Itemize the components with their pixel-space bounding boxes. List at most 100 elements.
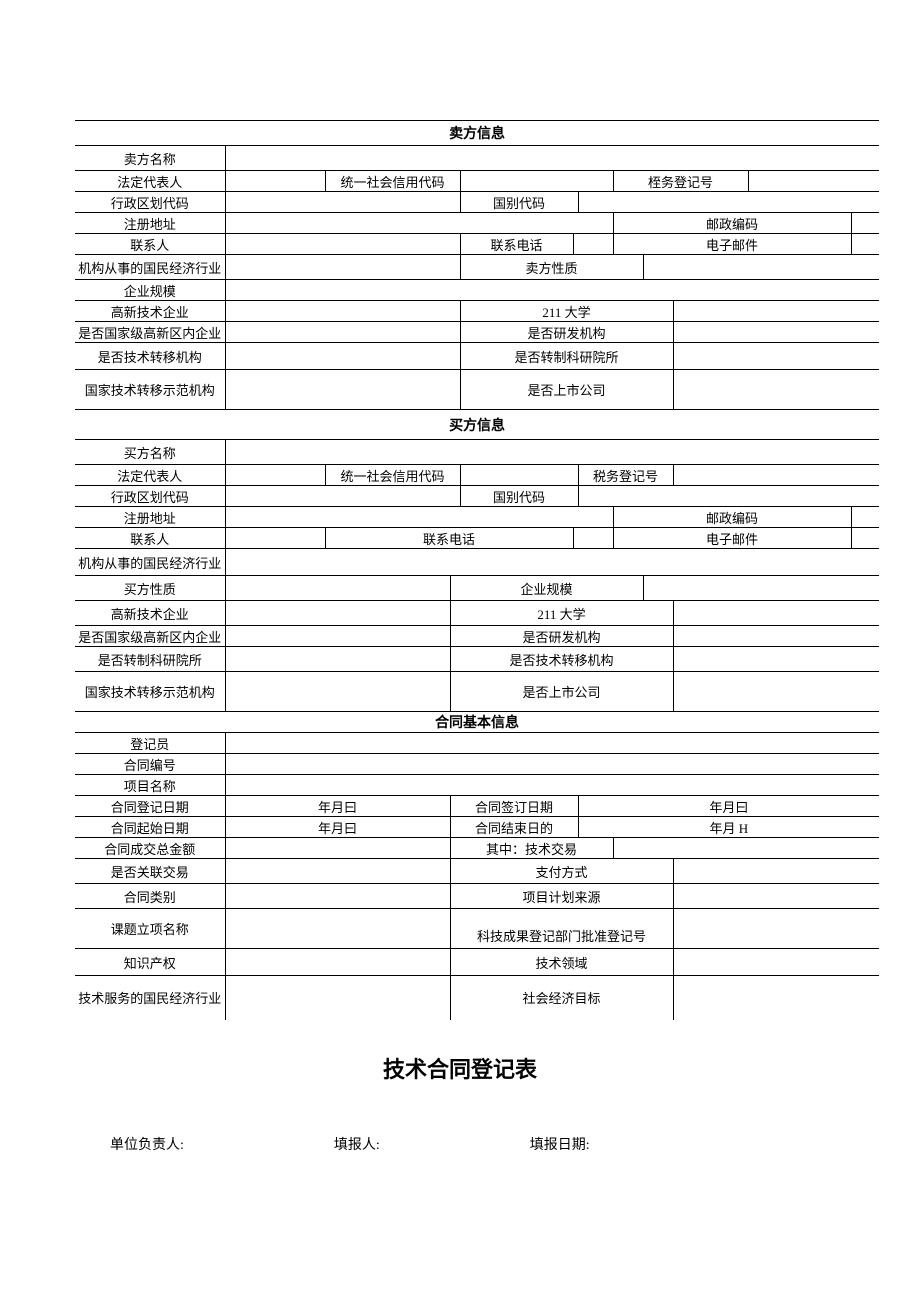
- buyer-size-label: 企业规模: [450, 576, 643, 601]
- seller-converted-inst-value[interactable]: [673, 343, 879, 370]
- buyer-contact-label: 联系人: [75, 528, 225, 549]
- topic-name-value[interactable]: [225, 909, 450, 949]
- buyer-email-value[interactable]: [851, 528, 879, 549]
- buyer-name-value[interactable]: [225, 440, 879, 465]
- buyer-tax-reg-value[interactable]: [673, 465, 879, 486]
- seller-contact-label: 联系人: [75, 234, 225, 255]
- seller-industry-value[interactable]: [225, 255, 460, 280]
- pay-method-value[interactable]: [673, 859, 879, 884]
- social-goal-value[interactable]: [673, 976, 879, 1020]
- seller-nature-label: 卖方性质: [460, 255, 643, 280]
- seller-zip-value[interactable]: [851, 213, 879, 234]
- buyer-legal-rep-value[interactable]: [225, 465, 325, 486]
- buyer-211-value[interactable]: [673, 601, 879, 626]
- buyer-national-demo-value[interactable]: [225, 672, 450, 712]
- project-name-value[interactable]: [225, 775, 879, 796]
- buyer-zip-value[interactable]: [851, 507, 879, 528]
- seller-tax-reg-value[interactable]: [748, 171, 879, 192]
- buyer-nature-value[interactable]: [225, 576, 450, 601]
- registrar-value[interactable]: [225, 733, 879, 754]
- seller-rd-org-value[interactable]: [673, 322, 879, 343]
- buyer-size-value[interactable]: [643, 576, 879, 601]
- start-date-value[interactable]: 年月曰: [225, 817, 450, 838]
- service-industry-value[interactable]: [225, 976, 450, 1020]
- buyer-industry-value[interactable]: [225, 549, 879, 576]
- seller-name-value[interactable]: [225, 146, 879, 171]
- approval-no-value[interactable]: [673, 909, 879, 949]
- related-party-value[interactable]: [225, 859, 450, 884]
- buyer-hitech-label: 高新技术企业: [75, 601, 225, 626]
- seller-national-demo-label: 国家技术转移示范机构: [75, 370, 225, 410]
- sign-date-value[interactable]: 年月曰: [578, 796, 879, 817]
- plan-source-value[interactable]: [673, 884, 879, 909]
- ip-label: 知识产权: [75, 949, 225, 976]
- seller-hitech-label: 高新技术企业: [75, 301, 225, 322]
- end-date-label: 合同结束日的: [450, 817, 578, 838]
- buyer-converted-inst-value[interactable]: [225, 647, 450, 672]
- start-date-label: 合同起始日期: [75, 817, 225, 838]
- contract-no-value[interactable]: [225, 754, 879, 775]
- seller-211-value[interactable]: [673, 301, 879, 322]
- seller-tech-transfer-value[interactable]: [225, 343, 460, 370]
- buyer-admin-code-label: 行政区划代码: [75, 486, 225, 507]
- buyer-hitech-zone-value[interactable]: [225, 626, 450, 647]
- buyer-email-label: 电子邮件: [613, 528, 851, 549]
- seller-admin-code-label: 行政区划代码: [75, 192, 225, 213]
- seller-reg-addr-value[interactable]: [225, 213, 613, 234]
- buyer-country-code-value[interactable]: [578, 486, 879, 507]
- seller-hitech-value[interactable]: [225, 301, 460, 322]
- buyer-rd-org-value[interactable]: [673, 626, 879, 647]
- seller-industry-label: 机构从事的国民经济行业: [75, 255, 225, 280]
- ip-value[interactable]: [225, 949, 450, 976]
- buyer-uscc-label: 统一社会信用代码: [325, 465, 460, 486]
- seller-legal-rep-value[interactable]: [225, 171, 325, 192]
- footer-filler: 填报人:: [334, 1134, 380, 1154]
- seller-admin-code-value[interactable]: [225, 192, 460, 213]
- topic-name-label: 课题立项名称: [75, 909, 225, 949]
- seller-listed-value[interactable]: [673, 370, 879, 410]
- registrar-label: 登记员: [75, 733, 225, 754]
- seller-phone-label: 联系电话: [460, 234, 573, 255]
- buyer-phone-label: 联系电话: [325, 528, 573, 549]
- form-table: 卖方信息 卖方名称 法定代表人 统一社会信用代码 桎务登记号 行政区划代码 国别…: [75, 120, 879, 1020]
- reg-date-value[interactable]: 年月曰: [225, 796, 450, 817]
- buyer-contact-value[interactable]: [225, 528, 325, 549]
- seller-name-label: 卖方名称: [75, 146, 225, 171]
- tech-field-value[interactable]: [673, 949, 879, 976]
- seller-uscc-value[interactable]: [460, 171, 613, 192]
- buyer-hitech-value[interactable]: [225, 601, 450, 626]
- seller-nature-value[interactable]: [643, 255, 879, 280]
- related-party-label: 是否关联交易: [75, 859, 225, 884]
- seller-legal-rep-label: 法定代表人: [75, 171, 225, 192]
- buyer-tech-transfer-value[interactable]: [673, 647, 879, 672]
- seller-national-demo-value[interactable]: [225, 370, 460, 410]
- seller-size-value[interactable]: [225, 280, 879, 301]
- seller-hitech-zone-value[interactable]: [225, 322, 460, 343]
- category-label: 合同类别: [75, 884, 225, 909]
- total-amount-value[interactable]: [225, 838, 450, 859]
- tech-trade-value[interactable]: [613, 838, 879, 859]
- buyer-admin-code-value[interactable]: [225, 486, 460, 507]
- buyer-country-code-label: 国别代码: [460, 486, 578, 507]
- buyer-listed-value[interactable]: [673, 672, 879, 712]
- seller-country-code-value[interactable]: [578, 192, 879, 213]
- buyer-phone-value[interactable]: [573, 528, 613, 549]
- buyer-rd-org-label: 是否研发机构: [450, 626, 673, 647]
- seller-contact-value[interactable]: [225, 234, 460, 255]
- seller-email-label: 电子邮件: [613, 234, 851, 255]
- seller-211-label: 211 大学: [460, 301, 673, 322]
- buyer-converted-inst-label: 是否转制科研院所: [75, 647, 225, 672]
- seller-reg-addr-label: 注册地址: [75, 213, 225, 234]
- seller-phone-value[interactable]: [573, 234, 613, 255]
- buyer-industry-label: 机构从事的国民经济行业: [75, 549, 225, 576]
- seller-email-value[interactable]: [851, 234, 879, 255]
- seller-zip-label: 邮政编码: [613, 213, 851, 234]
- buyer-reg-addr-label: 注册地址: [75, 507, 225, 528]
- pay-method-label: 支付方式: [450, 859, 673, 884]
- category-value[interactable]: [225, 884, 450, 909]
- buyer-uscc-value[interactable]: [460, 465, 578, 486]
- end-date-value[interactable]: 年月 H: [578, 817, 879, 838]
- buyer-tech-transfer-label: 是否技术转移机构: [450, 647, 673, 672]
- buyer-reg-addr-value[interactable]: [225, 507, 613, 528]
- buyer-hitech-zone-label: 是否国家级高新区内企业: [75, 626, 225, 647]
